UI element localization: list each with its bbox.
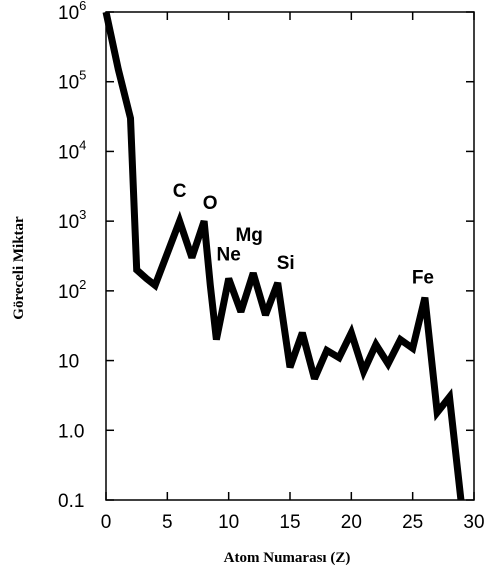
y-tick-label: 105 bbox=[58, 68, 86, 94]
element-label-ne: Ne bbox=[217, 245, 241, 266]
x-axis: 0 5 10 15 20 25 30 bbox=[101, 12, 485, 533]
x-tick-label: 25 bbox=[402, 512, 423, 533]
series-layer bbox=[102, 11, 465, 500]
x-tick-label: 0 bbox=[101, 512, 112, 533]
x-tick-label: 5 bbox=[162, 512, 173, 533]
y-axis: 106 105 104 103 102 10 1.0 0.1 bbox=[58, 0, 474, 512]
abundance-line bbox=[102, 11, 465, 500]
y-tick-label: 0.1 bbox=[58, 491, 84, 512]
y-tick-label: 10 bbox=[58, 352, 79, 373]
x-tick-label: 20 bbox=[341, 512, 362, 533]
element-label-c: C bbox=[173, 181, 187, 202]
y-tick-label: 103 bbox=[58, 207, 86, 233]
y-axis-title: Göreceli Miktar bbox=[11, 216, 27, 320]
element-label-mg: Mg bbox=[235, 225, 262, 246]
y-tick-label: 106 bbox=[58, 0, 86, 24]
element-label-o: O bbox=[203, 193, 218, 214]
x-tick-label: 10 bbox=[218, 512, 239, 533]
x-tick-label: 15 bbox=[279, 512, 300, 533]
element-label-fe: Fe bbox=[412, 268, 434, 289]
element-label-si: Si bbox=[277, 253, 295, 274]
y-tick-label: 102 bbox=[58, 277, 86, 303]
y-tick-label: 1.0 bbox=[58, 421, 84, 442]
y-tick-label: 104 bbox=[58, 137, 86, 163]
x-axis-title: Atom Numarası (Z) bbox=[224, 550, 351, 566]
x-tick-label: 30 bbox=[463, 512, 484, 533]
